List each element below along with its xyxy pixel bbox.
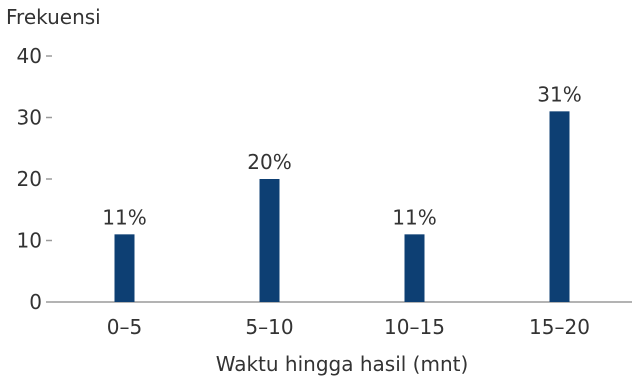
x-tick-label: 15–20 — [529, 315, 590, 339]
y-axis-label: Frekuensi — [6, 5, 101, 29]
y-tick-label: 0 — [29, 290, 42, 314]
bar-series: 11% 20% 11% 31% — [102, 82, 582, 302]
x-tick-label: 0–5 — [107, 315, 142, 339]
bar — [404, 234, 425, 302]
y-tick-label: 40 — [17, 44, 42, 68]
y-tick-label: 10 — [17, 229, 42, 253]
data-label: 11% — [392, 205, 436, 229]
x-axis: 0–5 5–10 10–15 15–20 — [107, 315, 590, 339]
data-label: 20% — [247, 150, 291, 174]
bar — [259, 179, 280, 302]
y-tick-label: 20 — [17, 167, 42, 191]
bar — [549, 111, 570, 302]
data-label: 31% — [537, 82, 581, 106]
x-tick-label: 10–15 — [384, 315, 445, 339]
y-axis: 0 10 20 30 40 — [17, 44, 52, 314]
x-tick-label: 5–10 — [245, 315, 293, 339]
data-label: 11% — [102, 205, 146, 229]
bar — [114, 234, 135, 302]
x-axis-label: Waktu hingga hasil (mnt) — [216, 352, 469, 376]
y-tick-label: 30 — [17, 106, 42, 130]
